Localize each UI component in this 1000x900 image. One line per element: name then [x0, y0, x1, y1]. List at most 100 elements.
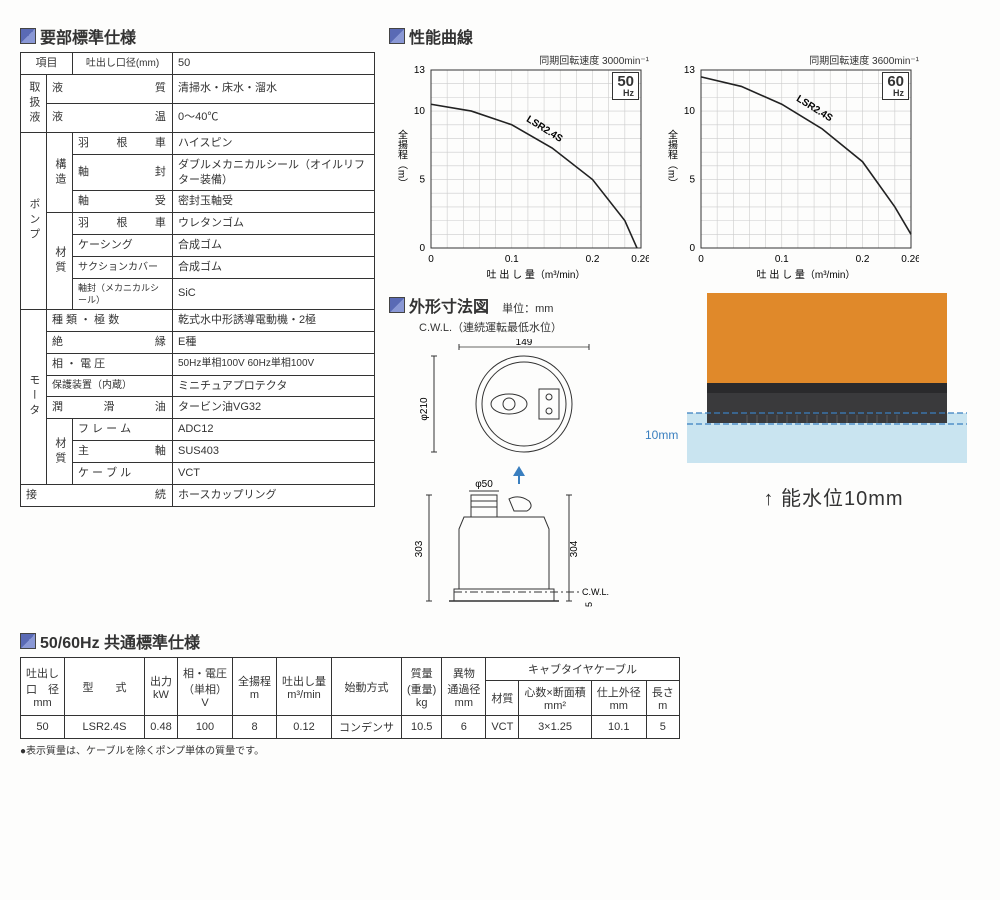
- liquid-group: 取扱液: [21, 74, 47, 132]
- svg-text:0: 0: [689, 243, 695, 254]
- motor-type-val: 乾式水中形誘導電動機・2極: [173, 310, 375, 332]
- mat-impeller-val: ウレタンゴム: [173, 213, 375, 235]
- level-10mm: 10mm: [645, 428, 980, 442]
- common-spec-table: 吐出し口 径mm 型 式 出力kW 相・電圧（単相）V 全揚程m 吐出し量m³/…: [20, 657, 680, 739]
- outline-unit: 単位：mm: [502, 303, 553, 315]
- svg-text:C.W.L.: C.W.L.: [582, 587, 609, 597]
- h-cable-mat: 材質: [486, 681, 519, 716]
- motor-type-label: 種 類 ・ 極 数: [47, 310, 173, 332]
- spec-title: 要部標準仕様: [20, 24, 375, 48]
- phase-label: 相 ・ 電 圧: [47, 353, 173, 375]
- h-start: 始動方式: [332, 658, 402, 716]
- h-cable: キャブタイヤケーブル: [486, 658, 679, 681]
- outline-title: 外形寸法図: [389, 299, 489, 316]
- svg-text:0.26: 0.26: [631, 254, 649, 265]
- diagrams-row: 外形寸法図 単位：mm C.W.L.（連続運転最低水位） 149: [389, 293, 980, 619]
- svg-text:304: 304: [569, 540, 580, 557]
- lubricant-val: タービン油VG32: [173, 397, 375, 419]
- h-model: 型 式: [65, 658, 145, 716]
- motor-group: モータ: [21, 310, 47, 485]
- mat-suction-val: 合成ゴム: [173, 256, 375, 278]
- perf-title: 性能曲線: [389, 24, 980, 48]
- svg-text:13: 13: [414, 65, 426, 76]
- svg-text:0.1: 0.1: [505, 254, 519, 265]
- bearing-val: 密封玉軸受: [173, 191, 375, 213]
- struct-group: 構造: [47, 132, 73, 212]
- svg-text:5: 5: [419, 175, 425, 186]
- svg-text:LSR2.4S: LSR2.4S: [794, 93, 835, 124]
- mat-impeller-label: 羽 根 車: [73, 213, 173, 235]
- mat-seal-label: 軸封（メカニカルシール）: [73, 278, 173, 309]
- liquid-temp-val: 0～40℃: [173, 103, 375, 132]
- photo-caption: ↑ 能水位10mm: [687, 482, 980, 511]
- outline-column: 外形寸法図 単位：mm C.W.L.（連続運転最低水位） 149: [389, 293, 669, 619]
- svg-text:5: 5: [584, 602, 594, 607]
- mat-suction-label: サクションカバー: [73, 256, 173, 278]
- right-column: 性能曲線 同期回転速度 3000min⁻¹ 50Hz00.10.20.26051…: [389, 20, 980, 619]
- mat-casing-label: ケーシング: [73, 235, 173, 257]
- protector-label: 保護装置（内蔵）: [47, 375, 173, 397]
- svg-text:LSR2.4S: LSR2.4S: [524, 114, 565, 145]
- liquid-temp-label: 液 温: [47, 103, 173, 132]
- motor-mat-group: 材質: [47, 419, 73, 485]
- common-title: 50/60Hz 共通標準仕様: [20, 629, 980, 653]
- chart-60hz: 同期回転速度 3600min⁻¹ 60Hz00.10.20.26051013LS…: [659, 52, 919, 285]
- svg-text:149: 149: [516, 339, 533, 348]
- shaft-label: 主 軸: [73, 441, 173, 463]
- top-row: 要部標準仕様 項目 吐出し口径(mm) 50 取扱液 液 質 清掃水・床水・溜水…: [20, 20, 980, 619]
- cable-label: ケ ー ブ ル: [73, 462, 173, 484]
- shaft-val: SUS403: [173, 441, 375, 463]
- svg-text:10: 10: [684, 106, 696, 117]
- svg-text:10: 10: [414, 106, 426, 117]
- svg-text:0.2: 0.2: [586, 254, 600, 265]
- insulation-val: E種: [173, 331, 375, 353]
- table-note: ●表示質量は、ケーブルを除くポンプ単体の質量です。: [20, 742, 980, 757]
- connection-val: ホースカップリング: [173, 484, 375, 506]
- bearing-label: 軸 受: [73, 191, 173, 213]
- insulation-label: 絶 縁: [47, 331, 173, 353]
- svg-text:0: 0: [428, 254, 434, 265]
- photo-column: 10mm ↑ 能水位10mm: [687, 293, 980, 511]
- seal-val: ダブルメカニカルシール（オイルリフター装備）: [173, 154, 375, 191]
- chart-50hz: 同期回転速度 3000min⁻¹ 50Hz00.10.20.26051013LS…: [389, 52, 649, 285]
- mat-seal-val: SiC: [173, 278, 375, 309]
- pump-group: ポンプ: [21, 132, 47, 309]
- svg-text:0: 0: [698, 254, 704, 265]
- cwl-label: C.W.L.（連続運転最低水位）: [419, 319, 669, 335]
- hdr-dia: 吐出し口径(mm): [73, 53, 173, 75]
- svg-text:303: 303: [414, 540, 425, 557]
- svg-text:φ50: φ50: [475, 479, 493, 490]
- charts-row: 同期回転速度 3000min⁻¹ 50Hz00.10.20.26051013LS…: [389, 52, 980, 285]
- svg-text:13: 13: [684, 65, 696, 76]
- impeller-val: ハイスピン: [173, 132, 375, 154]
- svg-text:0: 0: [419, 243, 425, 254]
- phase-val: 50Hz単相100V 60Hz単相100V: [173, 353, 375, 375]
- impeller-label: 羽 根 車: [73, 132, 173, 154]
- svg-text:吐 出 し 量（m³/min）: 吐 出 し 量（m³/min）: [487, 268, 586, 281]
- hdr-item: 項目: [21, 53, 73, 75]
- svg-text:0.26: 0.26: [901, 254, 919, 265]
- common-spec-section: 50/60Hz 共通標準仕様 吐出し口 径mm 型 式 出力kW 相・電圧（単相…: [20, 629, 980, 757]
- outline-drawing: 149 φ210: [389, 339, 649, 619]
- cable-val: VCT: [173, 462, 375, 484]
- mat-group: 材質: [47, 213, 73, 310]
- connection-label: 接 続: [21, 484, 173, 506]
- liquid-quality-label: 液 質: [47, 74, 173, 103]
- svg-text:全揚程（m）: 全揚程（m）: [666, 129, 678, 189]
- hdr-dia-val: 50: [173, 53, 375, 75]
- protector-val: ミニチュアプロテクタ: [173, 375, 375, 397]
- frame-val: ADC12: [173, 419, 375, 441]
- svg-text:全揚程（m）: 全揚程（m）: [396, 129, 408, 189]
- liquid-quality-val: 清掃水・床水・溜水: [173, 74, 375, 103]
- spec-table: 項目 吐出し口径(mm) 50 取扱液 液 質 清掃水・床水・溜水 液 温 0～…: [20, 52, 375, 507]
- spec-column: 要部標準仕様 項目 吐出し口径(mm) 50 取扱液 液 質 清掃水・床水・溜水…: [20, 20, 375, 507]
- svg-text:5: 5: [689, 175, 695, 186]
- svg-text:吐 出 し 量（m³/min）: 吐 出 し 量（m³/min）: [757, 268, 856, 281]
- frame-label: フ レ ー ム: [73, 419, 173, 441]
- mat-casing-val: 合成ゴム: [173, 235, 375, 257]
- svg-text:0.2: 0.2: [856, 254, 870, 265]
- lubricant-label: 潤 滑 油: [47, 397, 173, 419]
- table-row: 50 LSR2.4S 0.48 100 8 0.12 コンデンサ 10.5 6 …: [21, 716, 680, 739]
- seal-label: 軸 封: [73, 154, 173, 191]
- svg-text:0.1: 0.1: [775, 254, 789, 265]
